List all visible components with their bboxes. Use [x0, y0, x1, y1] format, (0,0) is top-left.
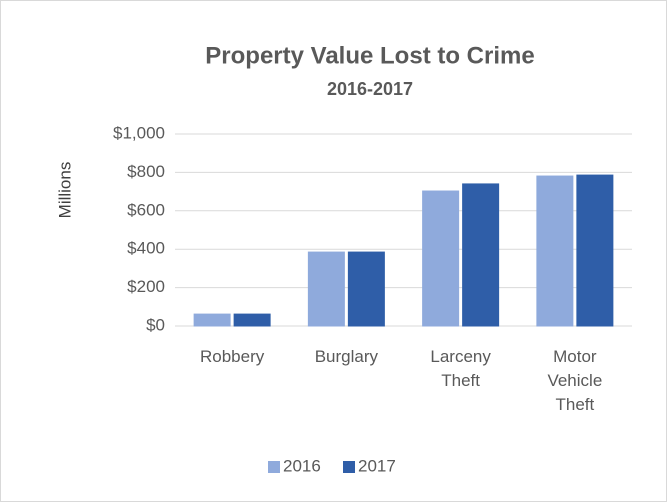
chart-title: Property Value Lost to Crime	[205, 42, 534, 69]
y-tick-label: $1,000	[113, 123, 165, 142]
chart-subtitle: 2016-2017	[327, 79, 413, 99]
x-tick-label: Motor Vehicle Theft	[547, 347, 603, 414]
bar	[576, 174, 614, 327]
y-tick-label: $800	[127, 162, 165, 181]
bar	[462, 183, 500, 327]
bar	[422, 190, 460, 327]
bar	[536, 175, 574, 327]
legend-swatch	[343, 461, 355, 473]
bar	[347, 251, 385, 327]
bar	[233, 313, 271, 327]
y-tick-label: $600	[127, 200, 165, 219]
legend-label: 2016	[283, 456, 321, 475]
y-tick-label: $0	[146, 315, 165, 334]
y-axis-label: Millions	[55, 162, 74, 219]
y-tick-label: $400	[127, 239, 165, 258]
bar	[307, 251, 345, 327]
x-tick-label: Larceny Theft	[430, 347, 491, 390]
bar	[193, 313, 231, 327]
legend-label: 2017	[358, 456, 396, 475]
x-tick-label: Burglary	[314, 347, 379, 366]
x-tick-label: Robbery	[199, 347, 265, 366]
y-tick-label: $200	[127, 277, 165, 296]
legend-swatch	[268, 461, 280, 473]
